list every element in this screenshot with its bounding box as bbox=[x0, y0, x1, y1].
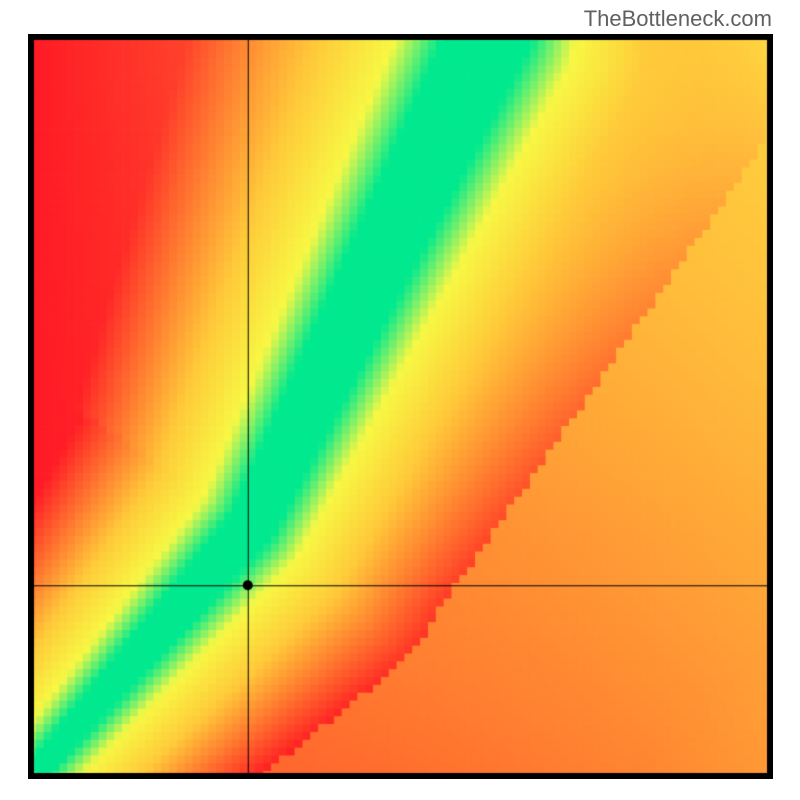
heatmap-container bbox=[28, 34, 773, 779]
heatmap-canvas bbox=[28, 34, 773, 779]
watermark-text: TheBottleneck.com bbox=[584, 6, 772, 32]
